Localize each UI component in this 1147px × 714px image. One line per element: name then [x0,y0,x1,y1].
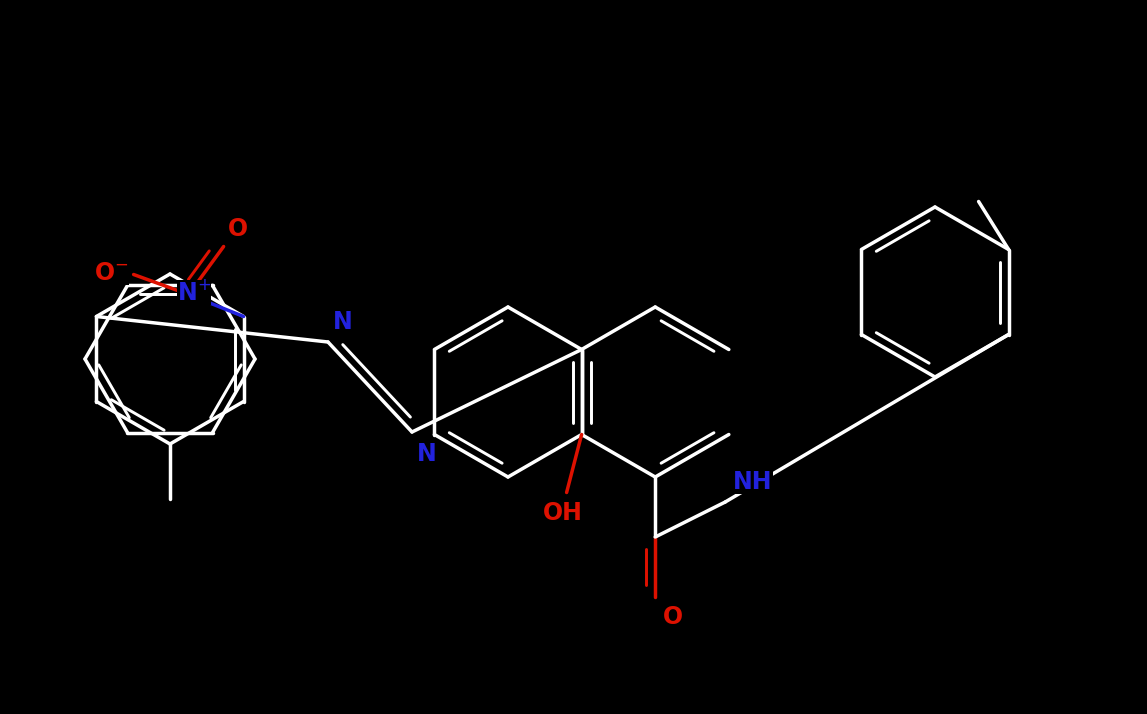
Text: NH: NH [733,470,773,494]
Text: N: N [333,310,353,334]
Text: O: O [227,216,248,241]
Text: O$^{-}$: O$^{-}$ [94,261,128,284]
Text: O: O [663,605,684,629]
Text: N: N [418,442,437,466]
Text: N$^{+}$: N$^{+}$ [177,280,211,305]
Text: OH: OH [543,501,583,525]
